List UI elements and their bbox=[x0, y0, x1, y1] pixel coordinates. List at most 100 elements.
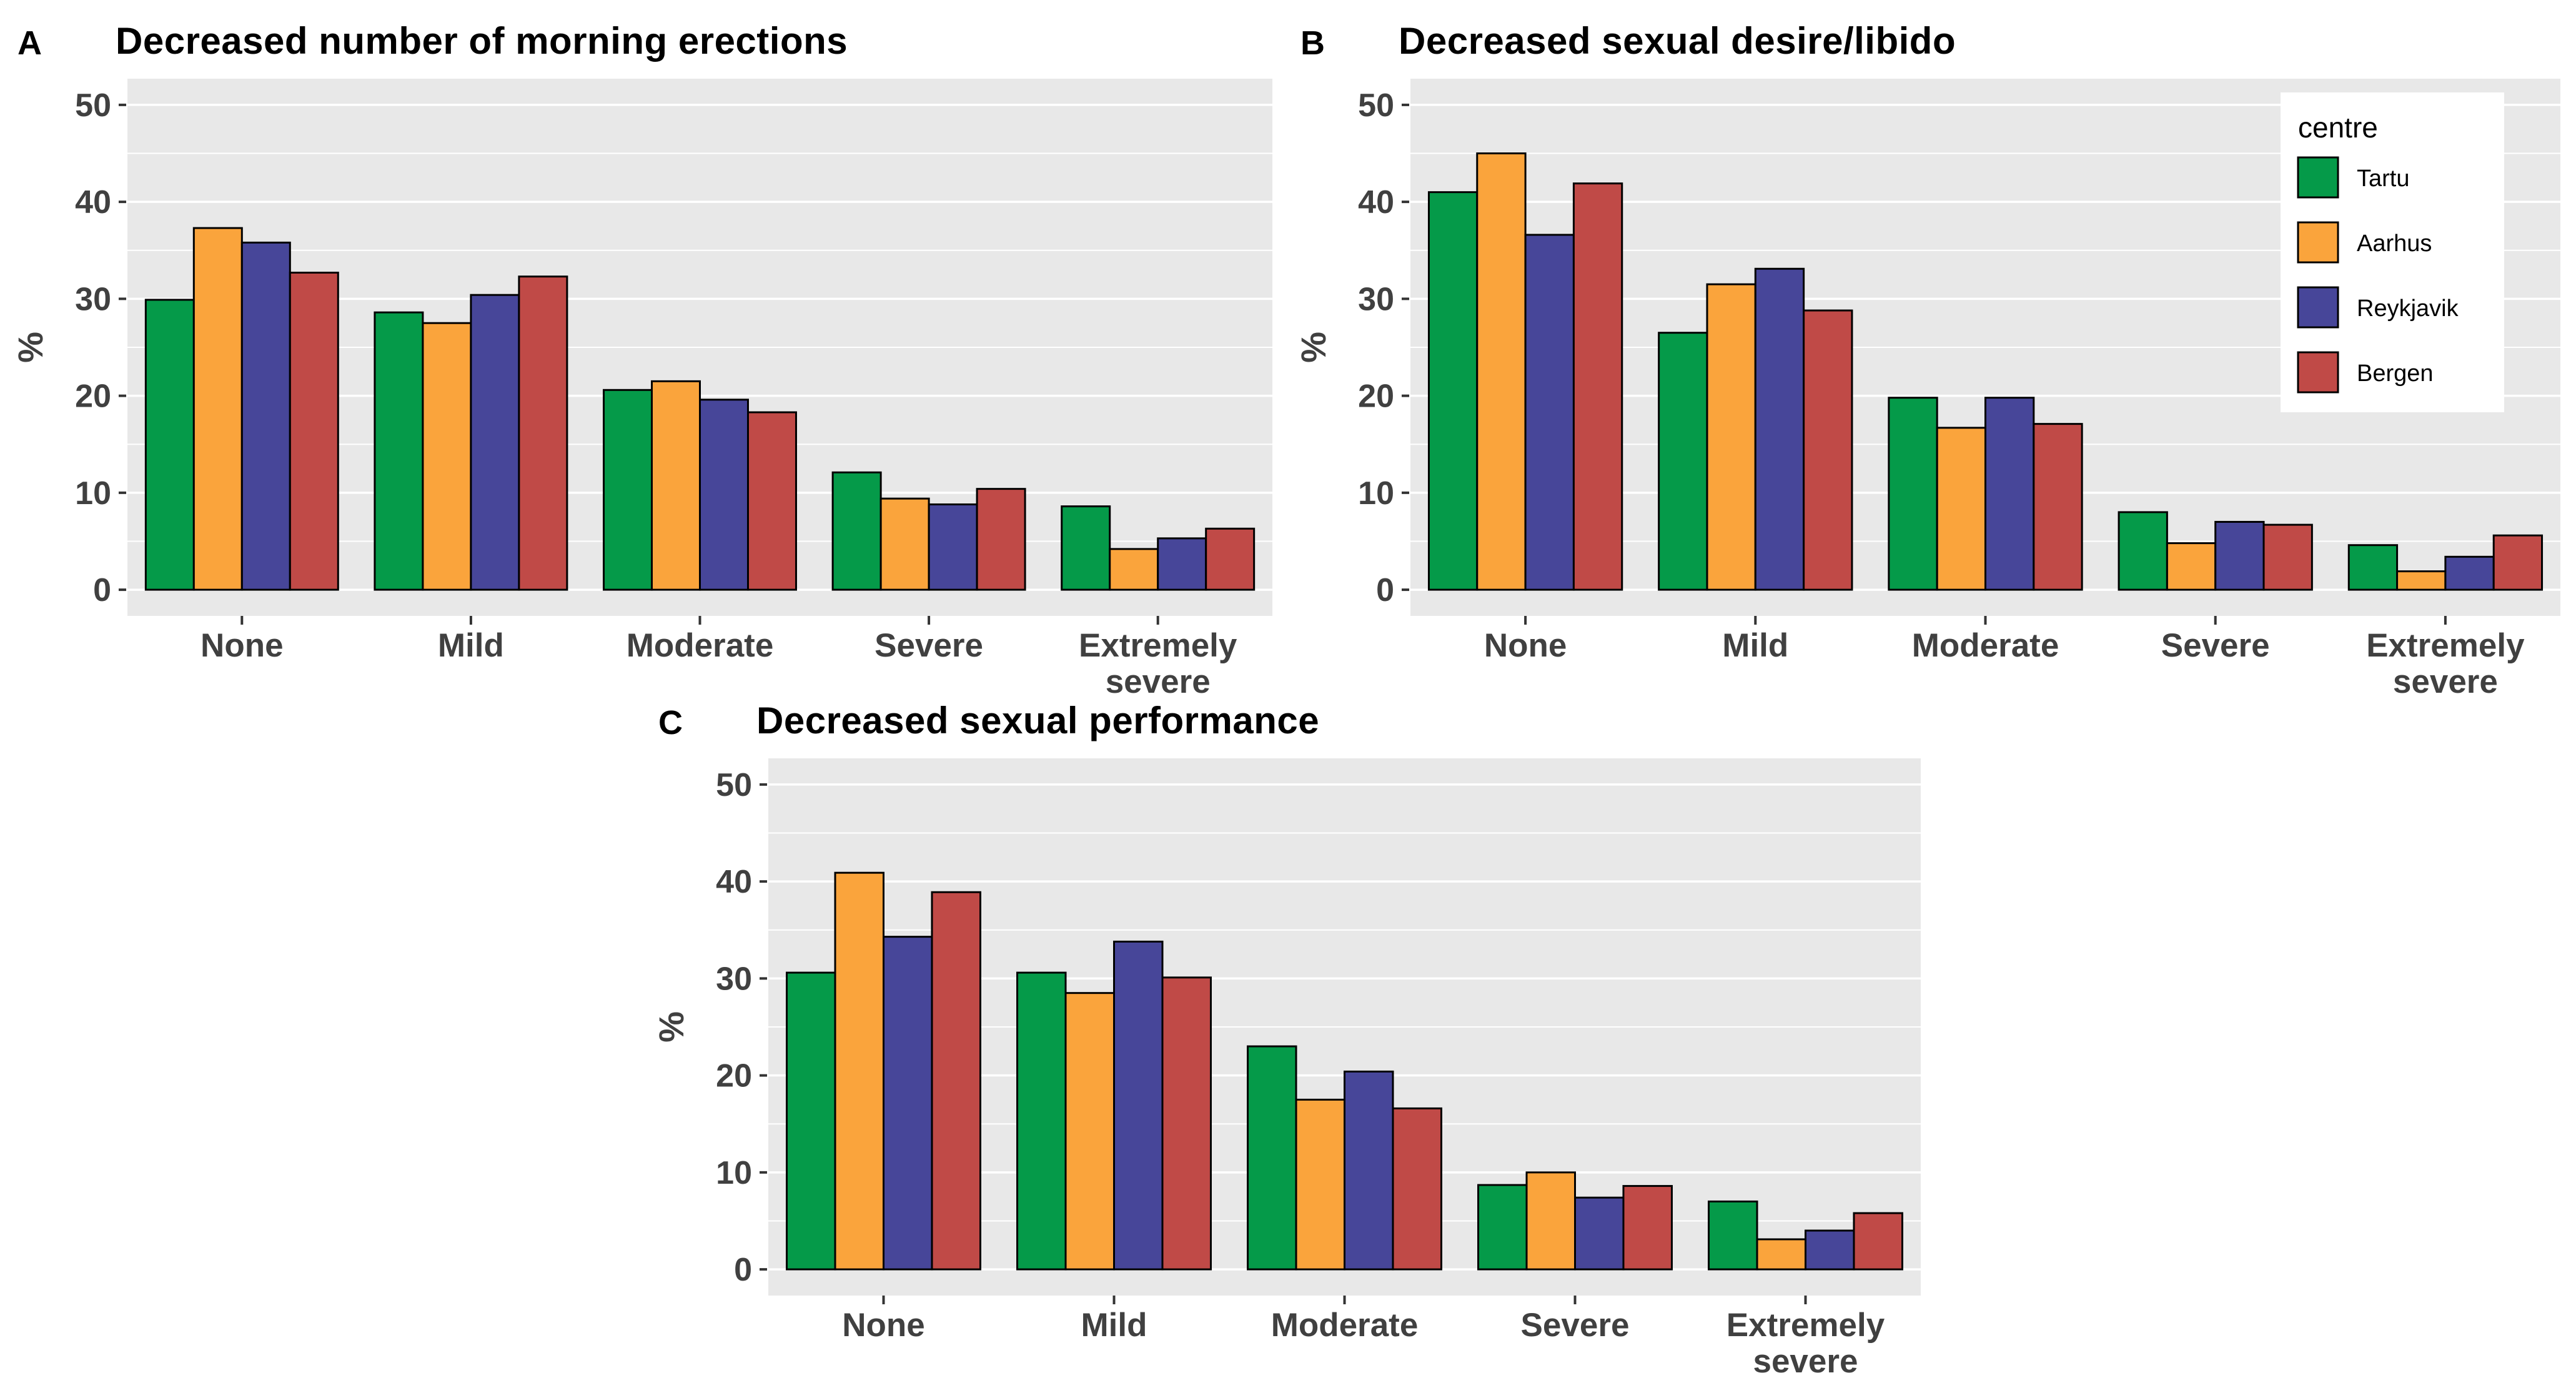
x-category-label: Extremely bbox=[1726, 1307, 1885, 1344]
y-tick-label: 20 bbox=[1358, 379, 1394, 415]
panel-b-chart: 0 10 20 30 40 50 None Mild Moderate Severe Extreme… bbox=[1294, 79, 2560, 698]
bar-aarhus-extremely-severe bbox=[1756, 1238, 1807, 1271]
bar-reykjavik-none bbox=[883, 936, 933, 1271]
bar-tartu-none bbox=[786, 971, 836, 1271]
x-category-label: None bbox=[842, 1307, 925, 1344]
bar-aarhus-severe bbox=[1525, 1171, 1577, 1271]
y-tick-label: 0 bbox=[93, 572, 111, 608]
x-category-label: Mild bbox=[438, 627, 504, 664]
y-tick-label: 50 bbox=[75, 87, 111, 124]
bar-bergen-mild bbox=[518, 275, 568, 591]
bar-tartu-mild bbox=[1658, 332, 1708, 591]
panel-a-letter: A bbox=[17, 24, 42, 62]
bar-bergen-none bbox=[931, 891, 981, 1271]
bar-reykjavik-none bbox=[240, 241, 291, 591]
y-axis-title: % bbox=[651, 1011, 691, 1043]
bar-aarhus-none bbox=[834, 871, 885, 1271]
bar-bergen-severe bbox=[976, 488, 1026, 591]
bar-tartu-severe bbox=[831, 471, 882, 591]
panel-c: C Decreased sexual performance 0 10 20 30 40… bbox=[643, 682, 1930, 1378]
legend-swatch-tartu bbox=[2297, 156, 2339, 199]
panel-a-title: Decreased number of morning erections bbox=[116, 20, 848, 62]
x-category-label: Moderate bbox=[1271, 1307, 1419, 1344]
panel-c-title: Decreased sexual performance bbox=[756, 700, 1320, 741]
panel-c-chart: 0 10 20 30 40 50 None Mild Moderate Severe Extreme… bbox=[651, 758, 1921, 1378]
bar-reykjavik-severe bbox=[1574, 1196, 1625, 1271]
bar-tartu-mild bbox=[1016, 971, 1067, 1271]
x-category-label: Extremely bbox=[1079, 627, 1237, 664]
bar-aarhus-none bbox=[192, 227, 243, 591]
x-category-label: Mild bbox=[1081, 1307, 1147, 1344]
x-category-label: None bbox=[201, 627, 284, 664]
bar-reykjavik-moderate bbox=[1984, 397, 2035, 591]
y-tick-label: 30 bbox=[75, 281, 111, 317]
x-category-label: Moderate bbox=[1912, 627, 2059, 664]
y-tick-label: 50 bbox=[716, 767, 752, 803]
bar-bergen-extremely-severe bbox=[1205, 527, 1256, 591]
x-category-label: severe bbox=[1106, 663, 1211, 698]
legend-title: centre bbox=[2298, 111, 2378, 144]
y-tick-label: 10 bbox=[1358, 475, 1394, 512]
x-category-label: Severe bbox=[874, 627, 983, 664]
bar-bergen-severe bbox=[2262, 523, 2313, 591]
y-axis-title: % bbox=[11, 332, 50, 363]
bar-bergen-mild bbox=[1803, 309, 1853, 591]
y-tick-label: 0 bbox=[1376, 572, 1394, 608]
x-category-label: Severe bbox=[1521, 1307, 1630, 1344]
y-tick-label: 40 bbox=[1358, 184, 1394, 221]
bar-bergen-moderate bbox=[746, 411, 797, 591]
x-category-label: None bbox=[1484, 627, 1567, 664]
panel-a-chart: 0 10 20 30 40 50 None Mild Moderate Severe Extreme… bbox=[11, 79, 1272, 698]
panel-c-letter: C bbox=[658, 704, 683, 741]
y-tick-label: 0 bbox=[734, 1252, 752, 1288]
legend-swatch-bergen bbox=[2297, 351, 2339, 394]
legend-label-bergen: Bergen bbox=[2357, 360, 2434, 387]
bar-tartu-moderate bbox=[1247, 1045, 1297, 1271]
bar-reykjavik-mild bbox=[1113, 940, 1164, 1271]
bar-reykjavik-moderate bbox=[1344, 1070, 1394, 1271]
bar-reykjavik-severe bbox=[2214, 520, 2265, 591]
y-tick-label: 20 bbox=[716, 1058, 752, 1094]
y-axis-title: % bbox=[1294, 332, 1333, 363]
bar-bergen-moderate bbox=[1392, 1107, 1442, 1271]
y-tick-label: 10 bbox=[75, 475, 111, 512]
bar-aarhus-mild bbox=[1706, 283, 1756, 591]
x-category-label: Mild bbox=[1722, 627, 1788, 664]
bar-bergen-mild bbox=[1161, 976, 1212, 1271]
panel-b-title: Decreased sexual desire/libido bbox=[1399, 20, 1956, 62]
x-category-label: Severe bbox=[2161, 627, 2270, 664]
bar-tartu-mild bbox=[374, 311, 424, 591]
panel-b-letter: B bbox=[1300, 24, 1325, 62]
bar-bergen-extremely-severe bbox=[2492, 534, 2544, 591]
bar-bergen-severe bbox=[1622, 1185, 1673, 1271]
legend-label-aarhus: Aarhus bbox=[2357, 230, 2432, 257]
bar-tartu-extremely-severe bbox=[1061, 505, 1111, 591]
bar-reykjavik-extremely-severe bbox=[1805, 1229, 1855, 1271]
legend-swatch-aarhus bbox=[2297, 221, 2339, 264]
y-tick-label: 10 bbox=[716, 1155, 752, 1191]
bar-tartu-severe bbox=[2118, 511, 2168, 591]
x-category-label: severe bbox=[2393, 663, 2498, 698]
bar-aarhus-mild bbox=[422, 322, 472, 591]
x-category-label: Extremely bbox=[2366, 627, 2525, 664]
bar-bergen-extremely-severe bbox=[1853, 1212, 1903, 1271]
bar-tartu-moderate bbox=[603, 389, 653, 591]
bar-aarhus-extremely-severe bbox=[1109, 548, 1159, 591]
panel-a-title-row: A Decreased number of morning erections bbox=[2, 2, 1282, 62]
legend-swatch-reykjavik bbox=[2297, 286, 2339, 329]
bar-reykjavik-severe bbox=[928, 503, 978, 591]
panel-b: B Decreased sexual desire/libido 0 10 20 30… bbox=[1286, 2, 2570, 701]
bar-tartu-severe bbox=[1477, 1184, 1528, 1271]
x-category-label: severe bbox=[1753, 1343, 1858, 1378]
bar-bergen-moderate bbox=[2033, 423, 2083, 591]
bar-aarhus-severe bbox=[879, 497, 930, 591]
bar-bergen-none bbox=[289, 271, 339, 591]
bar-reykjavik-none bbox=[1524, 234, 1575, 591]
y-tick-label: 40 bbox=[716, 864, 752, 900]
bar-reykjavik-moderate bbox=[699, 399, 749, 591]
bar-tartu-none bbox=[1427, 191, 1479, 591]
x-category-label: Moderate bbox=[627, 627, 774, 664]
bar-bergen-none bbox=[1572, 182, 1623, 591]
bar-aarhus-mild bbox=[1064, 992, 1116, 1271]
